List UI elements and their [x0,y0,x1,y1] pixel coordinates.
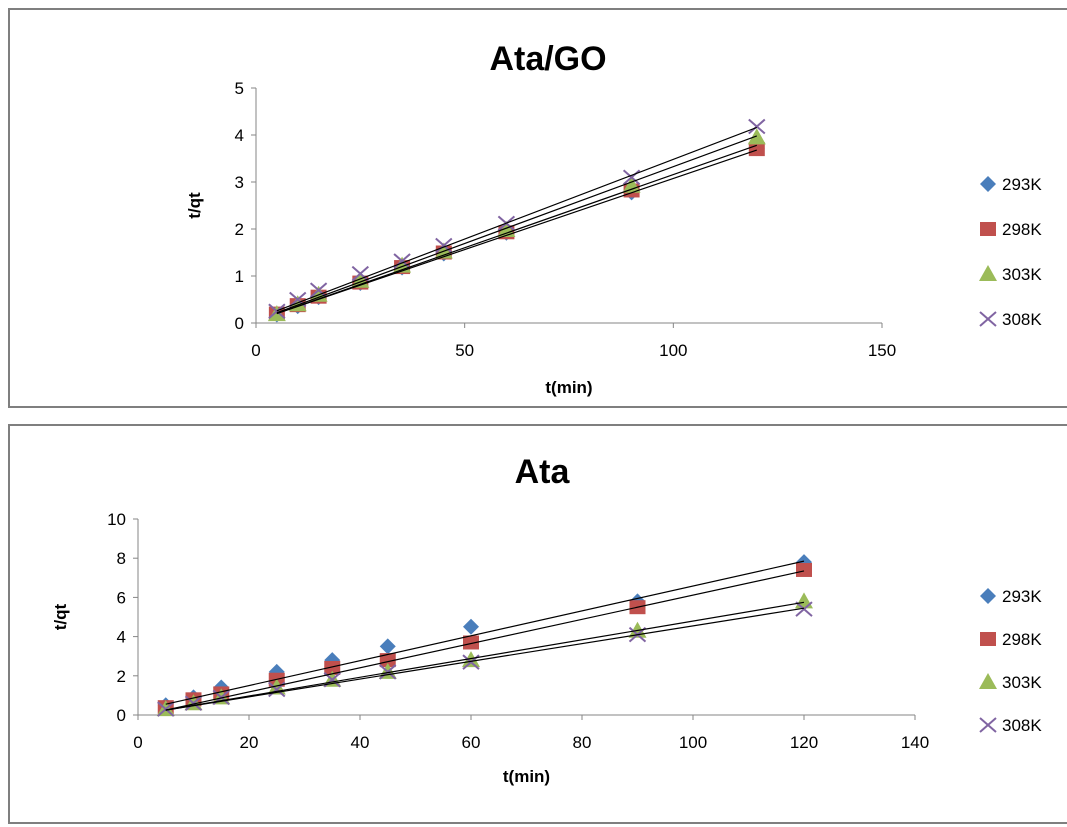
data-point [157,701,175,717]
trendline [165,601,805,711]
data-point [463,635,479,650]
data-point-stroke-b [435,237,453,254]
y-tick-label: 8 [117,549,126,568]
y-tick-label: 2 [235,220,244,239]
data-point [796,562,812,577]
series-298K [157,562,812,715]
trendline [165,570,805,711]
legend-label: 303K [1002,673,1042,692]
y-tick-label: 0 [235,314,244,333]
data-point [795,592,813,609]
legend-marker [979,673,997,689]
x-tick-label: 0 [251,341,260,360]
legend-marker [979,717,997,733]
trendline [276,144,757,315]
data-point-stroke-b [748,118,766,135]
legend-label: 293K [1002,175,1042,194]
data-point-stroke-b [795,601,813,617]
trendline [165,607,805,711]
legend-label: 303K [1002,265,1042,284]
data-point-stroke-b [379,664,397,680]
data-point [748,142,765,157]
trendline [276,135,758,314]
y-tick-label: 4 [235,126,244,145]
x-tick-label: 40 [351,733,370,752]
data-point-stroke-b [309,282,328,298]
y-axis-title: t/qt [51,603,70,630]
data-point [795,601,813,617]
x-tick-label: 120 [790,733,818,752]
x-tick-label: 20 [240,733,259,752]
legend-marker-stroke-b [979,311,997,327]
y-tick-label: 2 [117,667,126,686]
data-point [463,618,479,635]
legend-marker [979,311,997,327]
x-axis-title: t(min) [545,378,592,397]
y-tick-label: 6 [117,588,126,607]
series-293K [157,554,812,714]
y-axis-title: t/qt [185,192,204,219]
data-point-stroke-b [351,265,369,282]
legend-marker [980,588,996,604]
legend-marker [980,632,996,646]
x-tick-label: 100 [659,341,687,360]
data-point [622,176,641,193]
series-303K [156,592,813,717]
chart-title: Ata [515,453,571,491]
trendline [276,149,757,315]
data-point-stroke-b [268,303,286,320]
chart-title: Ata/GO [489,40,606,78]
legend-label: 298K [1002,220,1042,239]
x-tick-label: 80 [573,733,592,752]
data-point [379,664,397,680]
data-point-stroke-b [289,291,307,308]
legend: 293K 298K 303K 308K [979,587,1042,735]
legend-marker [979,265,997,281]
legend-marker [980,222,996,236]
data-point [379,638,396,655]
data-point [324,660,341,675]
data-point-stroke-b [184,695,203,711]
y-tick-label: 0 [117,706,126,725]
data-point [351,265,369,282]
x-tick-label: 0 [133,733,142,752]
x-tick-label: 50 [455,341,474,360]
legend-label: 298K [1002,630,1042,649]
legend-label: 293K [1002,587,1042,606]
data-point [435,237,453,254]
data-point [748,118,766,135]
y-tick-label: 1 [235,267,244,286]
y-tick-label: 5 [235,79,244,98]
chart-panel-ata-go: Ata/GO 0 1 2 3 4 5 0 50 100 150 t(min) t/qt 293K 298K 3… [8,8,1067,408]
legend-label: 308K [1002,310,1042,329]
x-tick-label: 60 [462,733,481,752]
data-point [379,653,396,668]
legend-marker-stroke-b [979,717,997,733]
data-point [497,220,516,237]
x-tick-label: 140 [901,733,929,752]
data-point [268,303,286,320]
trendline [165,560,805,705]
legend: 293K 298K 303K 308K [979,175,1042,329]
series-308K [268,118,766,320]
x-axis-title: t(min) [503,767,550,786]
trendline [276,126,758,312]
y-tick-label: 3 [235,173,244,192]
x-tick-label: 150 [868,341,896,360]
chart-panel-ata: Ata 0 2 4 6 8 10 0 20 40 60 80 100 120 140 t(min) t/qt 29… [8,424,1067,824]
legend-label: 308K [1002,716,1042,735]
data-point [184,695,203,711]
y-tick-label: 4 [117,628,126,647]
y-tick-label: 10 [107,510,126,529]
legend-marker [980,176,996,192]
x-tick-label: 100 [679,733,707,752]
data-point-stroke-b [157,701,175,717]
